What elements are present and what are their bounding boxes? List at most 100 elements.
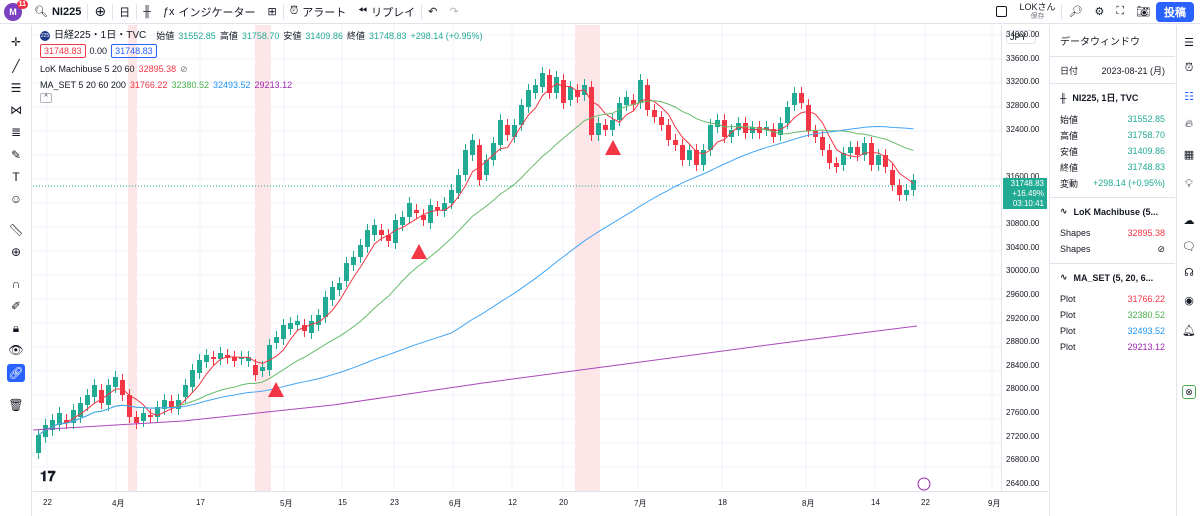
horizontal-lines-icon[interactable]: ☰ <box>10 81 22 95</box>
redo-button[interactable]: ↷ <box>443 0 464 24</box>
magnet-icon[interactable]: ∩ <box>11 277 21 291</box>
chat-icon[interactable]: 🗨︎ <box>1182 240 1196 253</box>
alert-button[interactable]: ⏰︎ アラート <box>289 5 347 19</box>
crosshair-icon[interactable]: ✛ <box>10 35 22 49</box>
price-tick: 32800.00 <box>1006 100 1040 110</box>
ideas-icon[interactable]: 💡︎ <box>1185 177 1193 190</box>
time-tick: 14 <box>871 498 880 507</box>
candle-body <box>883 155 888 167</box>
candle-body <box>617 103 622 120</box>
data-row: 安値 31409.86 <box>1060 146 1165 157</box>
signal-triangle <box>411 244 427 259</box>
tradingview-logo[interactable]: 𝟏𝟕 <box>40 468 56 484</box>
eye-off-icon[interactable]: ⊘ <box>180 64 188 74</box>
price-tick: 33600.00 <box>1006 53 1040 63</box>
candle-body <box>204 355 209 362</box>
user-avatar[interactable]: M 11 <box>4 0 28 21</box>
candle-body <box>50 420 55 430</box>
right-sidebar: ☰ ⏰︎ ☷ 🔥︎ ▦ 💡︎ ☁ 🗨︎ ☊ ◉ 🔔︎ ⊗ <box>1176 25 1200 516</box>
indicator-2-name[interactable]: MA_SET 5 20 60 200 <box>40 80 126 90</box>
data-row: 高値 31758.70 <box>1060 130 1165 141</box>
candle-body <box>561 80 566 103</box>
symbol-search-button[interactable]: 🔍︎ NI225 <box>34 5 82 19</box>
post-button[interactable]: 投稿 <box>1156 1 1194 22</box>
cloud-icon[interactable]: ☁ <box>1183 214 1195 227</box>
candle-body <box>85 395 90 405</box>
last-price-tag: 31748.83 +16.49% 03:10:41 <box>1003 178 1047 209</box>
interval-button[interactable]: 日 <box>119 6 131 19</box>
replay-button[interactable]: ⏪︎ リプレイ <box>358 5 416 19</box>
candle-body <box>155 407 160 417</box>
symbol-title[interactable]: 日経225・1日・TVC <box>54 30 147 41</box>
candle-body <box>897 185 902 195</box>
candle-body <box>148 415 153 417</box>
candle-body <box>701 150 706 165</box>
time-tick: 12 <box>508 498 517 507</box>
indicator-1-name[interactable]: LoK Machibuse 5 20 60 <box>40 64 135 74</box>
emoji-icon[interactable]: ☺ <box>9 192 23 206</box>
candle-body <box>463 150 468 175</box>
time-axis[interactable]: 22 4月 17 5月 15 23 6月 12 20 7月 18 8月 14 22 9月 <box>33 491 1048 516</box>
quick-search-button[interactable]: 🔎︎ <box>1062 0 1088 24</box>
notification-badge: 11 <box>16 0 28 9</box>
fib-icon[interactable]: ≣ <box>10 125 22 139</box>
pattern-icon[interactable]: ⋈ <box>10 103 22 117</box>
candle-body <box>169 401 174 407</box>
data-window-icon[interactable]: ☷ <box>1184 90 1194 103</box>
layouts-button[interactable]: ⊞ <box>261 0 282 24</box>
settings-button[interactable]: ⚙ <box>1088 0 1110 24</box>
trash-icon[interactable]: 🗑︎ <box>8 398 24 412</box>
candle-body <box>274 337 279 343</box>
zoom-in-icon[interactable]: ⊕ <box>10 245 22 259</box>
brush-icon[interactable]: ✎ <box>10 148 22 162</box>
compare-button[interactable]: ⊕ <box>94 3 107 19</box>
candle-body <box>792 93 797 105</box>
candle-body <box>190 370 195 387</box>
symbol-section[interactable]: ╫ NI225, 1日, TVC <box>1050 83 1175 111</box>
buy-price-box[interactable]: 31748.83 <box>111 44 157 58</box>
candle-body <box>890 170 895 185</box>
candle-body <box>666 125 671 140</box>
sell-price-box[interactable]: 31748.83 <box>40 44 86 58</box>
save-layout-button[interactable]: LOKさん 保存 <box>1019 1 1056 20</box>
streams-icon[interactable]: ☊ <box>1184 266 1194 279</box>
ruler-icon[interactable]: 📏︎ <box>8 223 24 237</box>
calendar-icon[interactable]: ▦ <box>1183 148 1195 161</box>
candle-body <box>645 85 650 110</box>
candle-body <box>911 180 916 190</box>
snapshot-button[interactable]: 📷︎ <box>1130 0 1156 24</box>
undo-button[interactable]: ↶ <box>422 0 443 24</box>
lock-drawing-icon[interactable]: ✐ <box>10 299 22 313</box>
grid-icon: ⊞ <box>267 6 277 18</box>
candle-body <box>855 147 860 155</box>
link-icon[interactable]: 🔗︎ <box>7 364 25 382</box>
trendline-icon[interactable]: ╱ <box>12 59 20 73</box>
lock-icon[interactable]: 🔒︎ <box>12 320 20 335</box>
data-window-panel: データウィンドウ 日付 2023-08-21 (月) ╫ NI225, 1日, TV… <box>1049 25 1175 516</box>
layout-toggle[interactable] <box>990 0 1013 24</box>
time-tick: 4月 <box>112 499 125 508</box>
candle-body <box>505 125 510 135</box>
indicator-2-section[interactable]: ∿ MA_SET (5, 20, 6... <box>1050 263 1175 291</box>
candle-body <box>281 325 286 339</box>
collapse-legend-button[interactable]: ^ <box>40 93 52 103</box>
eye-icon[interactable]: 👁︎ <box>8 343 24 357</box>
broadcast-icon[interactable]: ◉ <box>1184 294 1194 307</box>
alarm-clock-icon[interactable]: ⏰︎ <box>1184 61 1194 74</box>
indicators-button[interactable]: ƒx インジケーター <box>162 5 256 19</box>
candle-body <box>687 150 692 160</box>
candle-body <box>43 425 48 437</box>
notification-bell-icon[interactable]: 🔔︎ <box>1182 324 1196 337</box>
fullscreen-button[interactable]: ⛶ <box>1110 0 1130 24</box>
candle-body <box>309 321 314 333</box>
candle-body <box>498 120 503 145</box>
price-chart[interactable] <box>33 25 1001 491</box>
indicator-1-section[interactable]: ∿ LoK Machibuse (5... <box>1050 197 1175 225</box>
watchlist-icon[interactable]: ☰ <box>1184 36 1194 49</box>
text-icon[interactable]: T <box>12 170 20 184</box>
currency-selector[interactable]: JPY <box>1006 30 1036 44</box>
chart-type-button[interactable]: ╫ <box>137 0 157 24</box>
hotlist-icon[interactable]: 🔥︎ <box>1184 117 1194 130</box>
close-circle-icon[interactable]: ⊗ <box>1182 385 1196 399</box>
price-axis[interactable]: 34000.00 33600.00 33200.00 32800.00 32400.00… <box>1001 25 1048 491</box>
